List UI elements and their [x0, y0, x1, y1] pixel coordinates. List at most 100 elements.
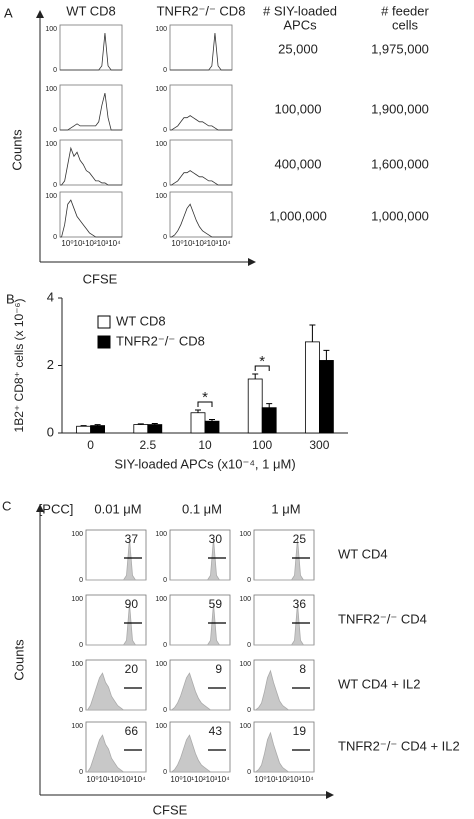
column-header: 1 μM: [271, 501, 300, 516]
y-tick-label: 0: [247, 577, 251, 584]
histogram-trace: [86, 672, 146, 711]
percentage: 30: [209, 532, 223, 546]
y-tick-label: 0: [247, 769, 251, 776]
y-tick-label: 0: [53, 67, 57, 74]
histogram-trace: [170, 603, 230, 646]
error-bar: [209, 419, 215, 422]
y-tick-label: 100: [155, 193, 167, 200]
y-tick-label: 0: [163, 577, 167, 584]
column-header: TNFR2⁻/⁻ CD8: [157, 3, 246, 18]
y-tick-label: 0: [79, 577, 83, 584]
histogram-trace: [254, 669, 314, 711]
column-header: 0.1 μM: [182, 501, 222, 516]
panel-label: A: [4, 5, 13, 20]
y-tick-label: 100: [239, 723, 251, 730]
histogram-trace: [170, 115, 232, 131]
histogram-trace: [60, 33, 122, 71]
percentage: 37: [125, 532, 139, 546]
y-tick-label: 2: [47, 357, 54, 372]
y-tick-label: 0: [53, 127, 57, 134]
error-bar: [80, 425, 87, 427]
histogram-frame: [169, 594, 231, 646]
y-tick-label: 100: [71, 596, 83, 603]
y-tick-label: 0: [247, 707, 251, 714]
y-tick-label: 0: [163, 67, 167, 74]
y-tick-label: 0: [163, 707, 167, 714]
y-tick-label: 100: [155, 141, 167, 148]
y-tick-label: 100: [45, 193, 57, 200]
axis-label: Counts: [9, 129, 24, 171]
y-tick-label: 0: [53, 234, 57, 241]
error-bar: [323, 349, 330, 361]
percentage: 25: [293, 532, 307, 546]
histogram-trace: [60, 199, 122, 238]
y-tick-label: 0: [163, 234, 167, 241]
bar: [133, 424, 149, 434]
error-bar: [309, 324, 316, 342]
histogram-trace: [254, 538, 314, 581]
legend-swatch: [97, 315, 111, 329]
legend-label: WT CD8: [116, 313, 166, 328]
percentage: 66: [125, 724, 139, 738]
y-tick-label: 0: [79, 707, 83, 714]
significance-marker: *: [259, 353, 265, 370]
significance-marker: *: [202, 389, 208, 406]
x-tick-label: 10⁰10¹10²10³10⁴: [254, 775, 314, 784]
y-tick-label: 0: [79, 642, 83, 649]
column-header: APCs: [283, 17, 317, 32]
histogram-trace: [86, 603, 146, 646]
percentage: 43: [209, 724, 223, 738]
cell-count: 100,000: [275, 101, 322, 116]
error-bar: [137, 423, 144, 425]
histogram-frame: [85, 594, 147, 646]
y-tick-label: 4: [47, 289, 54, 304]
y-tick-label: 100: [155, 531, 167, 538]
y-tick-label: 100: [155, 661, 167, 668]
bar: [76, 425, 91, 434]
y-tick-label: 100: [239, 596, 251, 603]
y-tick-label: 100: [45, 86, 57, 93]
bar: [90, 425, 105, 434]
histogram-trace: [170, 170, 232, 186]
axis-label: CFSE: [153, 802, 188, 817]
y-tick-label: 100: [155, 723, 167, 730]
histogram-frame: [59, 191, 123, 238]
x-tick-label: 10⁰10¹10²10³10⁴: [86, 775, 146, 784]
histogram-trace: [170, 672, 230, 711]
column-header: cells: [392, 17, 419, 32]
histogram-frame: [59, 84, 123, 131]
histogram-trace: [170, 734, 230, 773]
x-tick-label: 0: [87, 438, 94, 452]
x-tick-label: 10: [198, 438, 212, 452]
error-bar: [151, 423, 158, 425]
error-bar: [252, 373, 259, 379]
cell-count: 1,975,000: [371, 41, 429, 56]
bar: [304, 341, 320, 434]
x-tick-label: 100: [252, 438, 272, 452]
column-header: WT CD8: [66, 3, 116, 18]
cell-count: 1,000,000: [269, 208, 327, 223]
histogram-trace: [170, 203, 232, 238]
x-axis-label: SIY-loaded APCs (x10⁻⁴, 1 μM): [114, 456, 295, 471]
histogram-frame: [253, 594, 315, 646]
error-bar: [94, 424, 101, 426]
column-header: 0.01 μM: [94, 501, 141, 516]
y-tick-label: 0: [47, 424, 54, 439]
histogram-trace: [86, 538, 146, 581]
cell-count: 1,000,000: [371, 208, 429, 223]
x-tick-label: 300: [309, 438, 329, 452]
y-tick-label: 100: [45, 26, 57, 33]
y-tick-label: 100: [155, 596, 167, 603]
x-tick-label: 10⁰10¹10²10³10⁴: [171, 239, 231, 248]
histogram-trace: [60, 146, 122, 186]
y-tick-label: 0: [163, 127, 167, 134]
legend-swatch: [97, 335, 111, 349]
histogram-frame: [59, 139, 123, 186]
column-header: [PCC]: [39, 501, 74, 516]
percentage: 8: [299, 662, 306, 676]
axis-label: Counts: [11, 639, 26, 681]
y-tick-label: 0: [163, 769, 167, 776]
cell-count: 25,000: [278, 41, 318, 56]
cell-count: 1,600,000: [371, 156, 429, 171]
